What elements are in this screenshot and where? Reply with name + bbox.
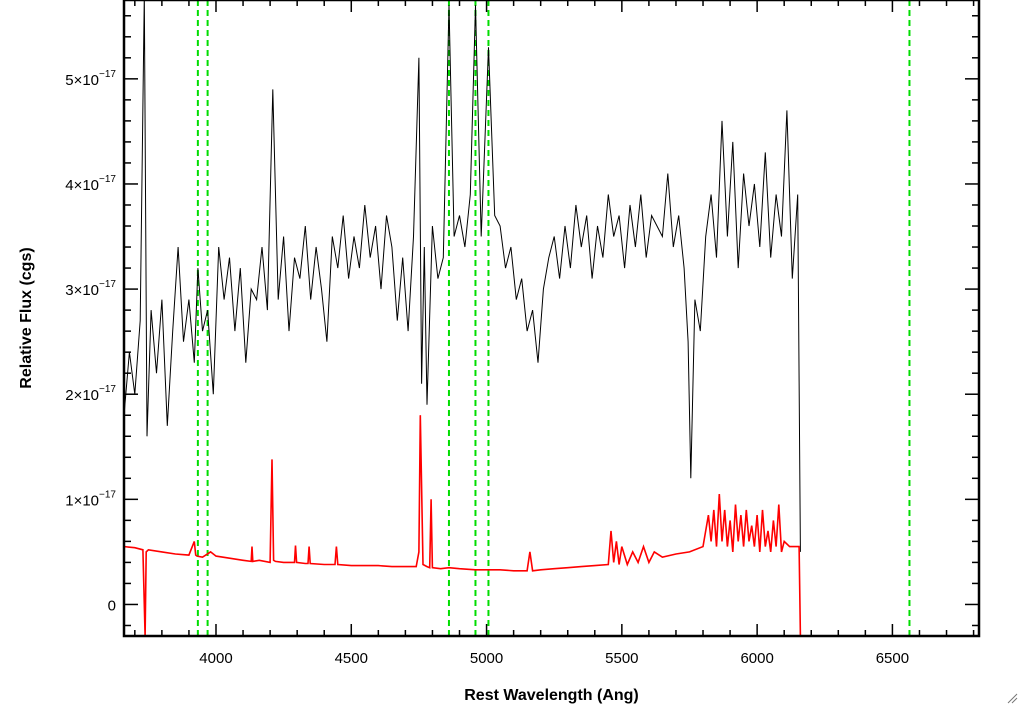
axis-ticks: [124, 0, 979, 636]
y-tick-label: 2×10−17: [65, 384, 116, 404]
y-axis-label: Relative Flux (cgs): [18, 247, 35, 388]
y-tick-label: 5×10−17: [65, 69, 116, 89]
y-tick-label: 1×10−17: [65, 489, 116, 509]
flux-series-line: [123, 0, 801, 552]
model-series-line: [123, 415, 979, 637]
x-tick-label: 5000: [470, 650, 503, 667]
series-layer: [123, 0, 979, 637]
y-tick-label: 0: [108, 597, 116, 614]
x-axis-label: Rest Wavelength (Ang): [464, 687, 639, 704]
x-tick-label: 4000: [199, 650, 232, 667]
y-tick-labels: 0 1×10−17 2×10−17 3×10−17 4×10−17 5×10−17: [65, 69, 116, 615]
x-tick-label: 4500: [335, 650, 368, 667]
x-tick-label: 5500: [605, 650, 638, 667]
x-tick-label: 6500: [876, 650, 909, 667]
x-tick-label: 6000: [740, 650, 773, 667]
y-tick-label: 3×10−17: [65, 279, 116, 299]
resize-grip-icon[interactable]: [1007, 693, 1018, 704]
reference-lines: [196, 0, 911, 636]
x-tick-labels: 4000 4500 5000 5500 6000 6500: [199, 650, 909, 667]
y-tick-label: 4×10−17: [65, 174, 116, 194]
plot-frame: [122, 0, 981, 638]
